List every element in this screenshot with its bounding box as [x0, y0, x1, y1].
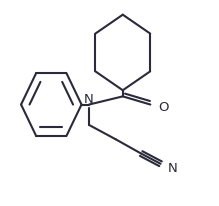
Text: N: N	[84, 92, 94, 105]
Text: N: N	[168, 161, 177, 174]
Text: O: O	[159, 101, 169, 114]
